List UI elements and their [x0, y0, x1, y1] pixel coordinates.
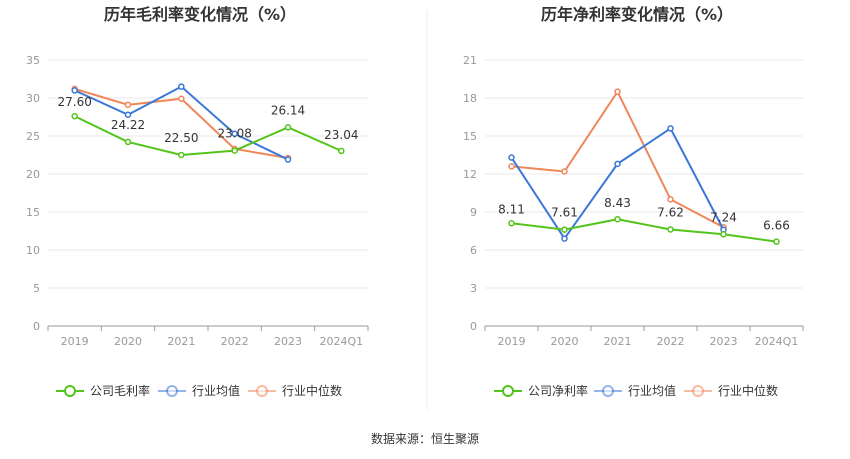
- data-point: [614, 215, 621, 223]
- y-tick-label: 5: [33, 282, 40, 295]
- legend-label: 行业中位数: [282, 383, 342, 398]
- y-tick-label: 18: [463, 92, 477, 105]
- data-point: [338, 147, 345, 155]
- legend-label: 公司净利率: [528, 383, 588, 398]
- x-tick-label: 2021: [604, 335, 632, 348]
- chart-2: 历年净利率变化情况（%） 0 3 6 9 12 15 18 21 2019 2020 2021 2022…: [463, 5, 804, 398]
- data-point: [614, 160, 621, 168]
- legend-marker: [502, 385, 514, 397]
- data-point: [508, 163, 515, 170]
- legend-label: 行业中位数: [718, 383, 778, 398]
- legend-marker: [256, 385, 268, 397]
- chart-title: 历年净利率变化情况（%）: [541, 5, 733, 24]
- legend-item: 公司净利率: [494, 383, 588, 398]
- data-point: [231, 130, 238, 137]
- legend-marker: [64, 385, 76, 397]
- series-line-1: [74, 115, 342, 156]
- y-tick-label: 35: [26, 54, 40, 67]
- data-label: 7.62: [657, 205, 684, 219]
- data-point: [71, 112, 78, 120]
- data-point: [667, 226, 674, 233]
- data-label: 23.04: [324, 128, 358, 142]
- data-point: [231, 147, 238, 154]
- data-point: [508, 220, 515, 227]
- legend-item: 行业均值: [158, 383, 240, 398]
- data-label: 7.61: [551, 206, 578, 220]
- y-tick-label: 20: [26, 168, 40, 181]
- data-point: [178, 83, 185, 90]
- data-label: 8.43: [604, 196, 631, 210]
- data-point: [284, 124, 292, 131]
- data-point: [178, 95, 185, 103]
- y-tick-label: 15: [463, 130, 477, 143]
- legend-item: 行业中位数: [248, 383, 342, 398]
- data-point: [124, 111, 132, 118]
- series-line-1: [511, 218, 777, 243]
- data-label: 8.11: [498, 202, 525, 216]
- y-tick-label: 30: [26, 92, 40, 105]
- y-tick-label: 15: [26, 206, 40, 219]
- y-tick-label: 0: [470, 320, 477, 333]
- legend-label: 公司毛利率: [90, 383, 150, 398]
- chart-1: 历年毛利率变化情况（%） 0 5 10 15 20 25 30 35 2019 2020 2021 20…: [26, 5, 369, 398]
- legend-marker: [166, 385, 178, 397]
- data-point: [667, 196, 674, 203]
- data-label: 27.60: [57, 95, 91, 109]
- data-point: [124, 101, 132, 109]
- data-source-note: 数据来源：恒生聚源: [371, 431, 479, 446]
- legend-marker: [602, 385, 614, 397]
- x-tick-label: 2020: [114, 335, 142, 348]
- x-tick-label: 2022: [221, 335, 249, 348]
- data-point: [71, 87, 78, 94]
- legend-item: 行业均值: [594, 383, 676, 398]
- x-tick-label: 2024Q1: [320, 335, 364, 348]
- data-point: [561, 235, 568, 242]
- data-label: 7.24: [710, 210, 737, 224]
- data-label: 22.50: [164, 131, 198, 145]
- x-tick-label: 2019: [61, 335, 89, 348]
- x-tick-label: 2021: [167, 335, 195, 348]
- data-point: [614, 88, 621, 95]
- legend-label: 行业均值: [628, 383, 676, 398]
- legend-item: 公司毛利率: [56, 383, 150, 398]
- x-tick-label: 2022: [657, 335, 685, 348]
- y-tick-label: 12: [463, 168, 477, 181]
- data-point: [508, 154, 515, 161]
- data-label: 26.14: [271, 103, 305, 117]
- x-tick-label: 2023: [274, 335, 302, 348]
- data-point: [561, 226, 568, 233]
- data-point: [284, 156, 292, 163]
- chart-title: 历年毛利率变化情况（%）: [104, 5, 296, 24]
- legend-marker: [692, 385, 704, 397]
- y-tick-label: 0: [33, 320, 40, 333]
- x-tick-label: 2024Q1: [755, 335, 799, 348]
- data-label: 24.22: [111, 118, 145, 132]
- y-tick-label: 6: [470, 244, 477, 257]
- data-label: 23.08: [217, 127, 251, 141]
- x-tick-label: 2020: [551, 335, 579, 348]
- legend-label: 行业均值: [192, 383, 240, 398]
- y-tick-label: 25: [26, 130, 40, 143]
- y-tick-label: 9: [470, 206, 477, 219]
- data-label: 6.66: [763, 219, 790, 233]
- legend-item: 行业中位数: [684, 383, 778, 398]
- data-point: [720, 231, 727, 238]
- y-tick-label: 10: [26, 244, 40, 257]
- x-tick-label: 2023: [710, 335, 738, 348]
- data-point: [178, 151, 185, 159]
- data-point: [124, 138, 132, 146]
- y-tick-label: 21: [463, 54, 477, 67]
- data-point: [561, 168, 568, 175]
- data-point: [667, 125, 674, 132]
- data-point: [773, 238, 780, 245]
- y-tick-label: 3: [470, 282, 477, 295]
- x-tick-label: 2019: [498, 335, 526, 348]
